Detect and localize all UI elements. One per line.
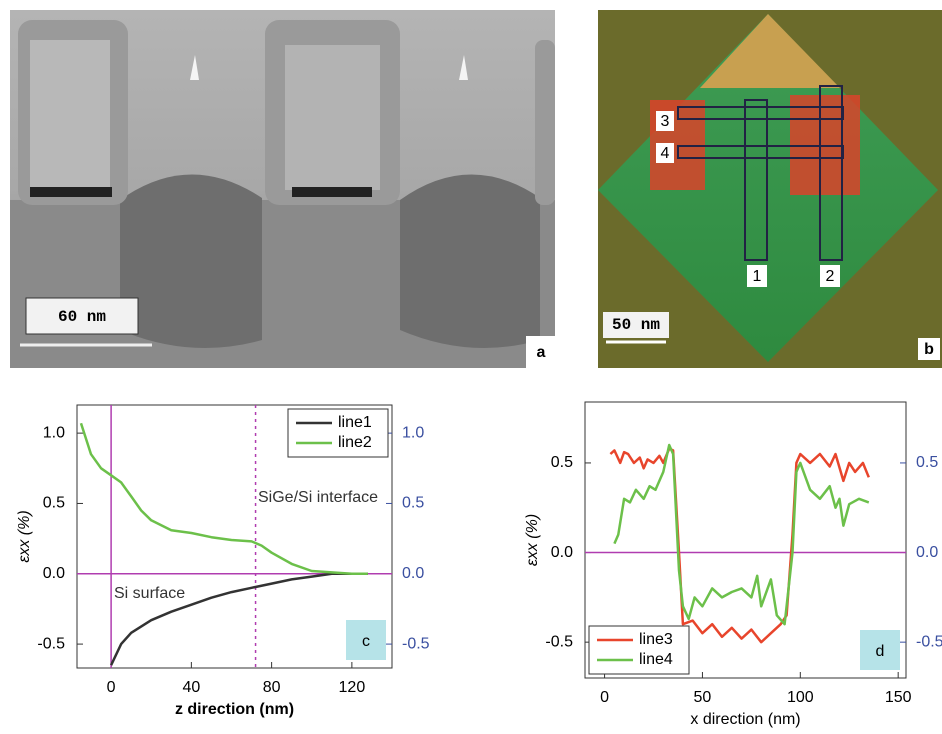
series-line — [610, 449, 868, 643]
scale-bar-label: 50 nm — [612, 316, 660, 334]
figure: 60 nm a 1 2 3 4 50 nm b SiGe/Si interfac… — [0, 0, 942, 734]
panel-label: a — [537, 344, 546, 361]
y-axis-label: εxx (%) — [524, 514, 541, 566]
x-axis-label: x direction (nm) — [690, 711, 800, 728]
x-tick-label: 50 — [694, 689, 712, 706]
panel-label: d — [876, 643, 885, 660]
y2-tick-label: 0.5 — [402, 495, 424, 512]
y2-tick-label: -0.5 — [916, 633, 942, 650]
y-axis-label: εxx (%) — [16, 510, 33, 562]
y2-tick-label: 0.0 — [916, 544, 938, 561]
y-tick-label: 0.0 — [551, 544, 573, 561]
y-tick-label: 0.5 — [551, 454, 573, 471]
x-tick-label: 40 — [182, 679, 200, 696]
series-line — [614, 445, 868, 624]
panel-label: b — [924, 341, 934, 358]
x-axis-label: z direction (nm) — [175, 701, 294, 718]
region-label: 4 — [661, 145, 670, 162]
y-tick-label: -0.5 — [545, 633, 573, 650]
legend-label: line1 — [338, 414, 372, 431]
y-tick-label: -0.5 — [37, 635, 65, 652]
y2-tick-label: 0.0 — [402, 565, 424, 582]
y-tick-label: 0.5 — [43, 495, 65, 512]
region-label: 1 — [753, 268, 762, 285]
legend-label: line4 — [639, 651, 673, 668]
panel-label: c — [362, 633, 370, 650]
region-label: 2 — [826, 268, 835, 285]
annotation: Si surface — [114, 585, 185, 602]
region-label: 3 — [661, 113, 670, 130]
x-tick-label: 120 — [339, 679, 366, 696]
x-tick-label: 0 — [600, 689, 609, 706]
x-tick-label: 150 — [885, 689, 912, 706]
annotation: SiGe/Si interface — [258, 489, 378, 506]
scale-bar-label: 60 nm — [58, 308, 106, 326]
legend-label: line3 — [639, 631, 673, 648]
x-tick-label: 0 — [107, 679, 116, 696]
y-tick-label: 1.0 — [43, 424, 65, 441]
y-tick-label: 0.0 — [43, 565, 65, 582]
strain-map: 1 2 3 4 50 nm b — [598, 10, 942, 368]
y2-tick-label: 0.5 — [916, 454, 938, 471]
x-tick-label: 100 — [787, 689, 814, 706]
y2-tick-label: -0.5 — [402, 635, 430, 652]
tem-image: 60 nm a — [10, 10, 556, 368]
y2-tick-label: 1.0 — [402, 424, 424, 441]
legend-label: line2 — [338, 434, 372, 451]
x-tick-label: 80 — [263, 679, 281, 696]
